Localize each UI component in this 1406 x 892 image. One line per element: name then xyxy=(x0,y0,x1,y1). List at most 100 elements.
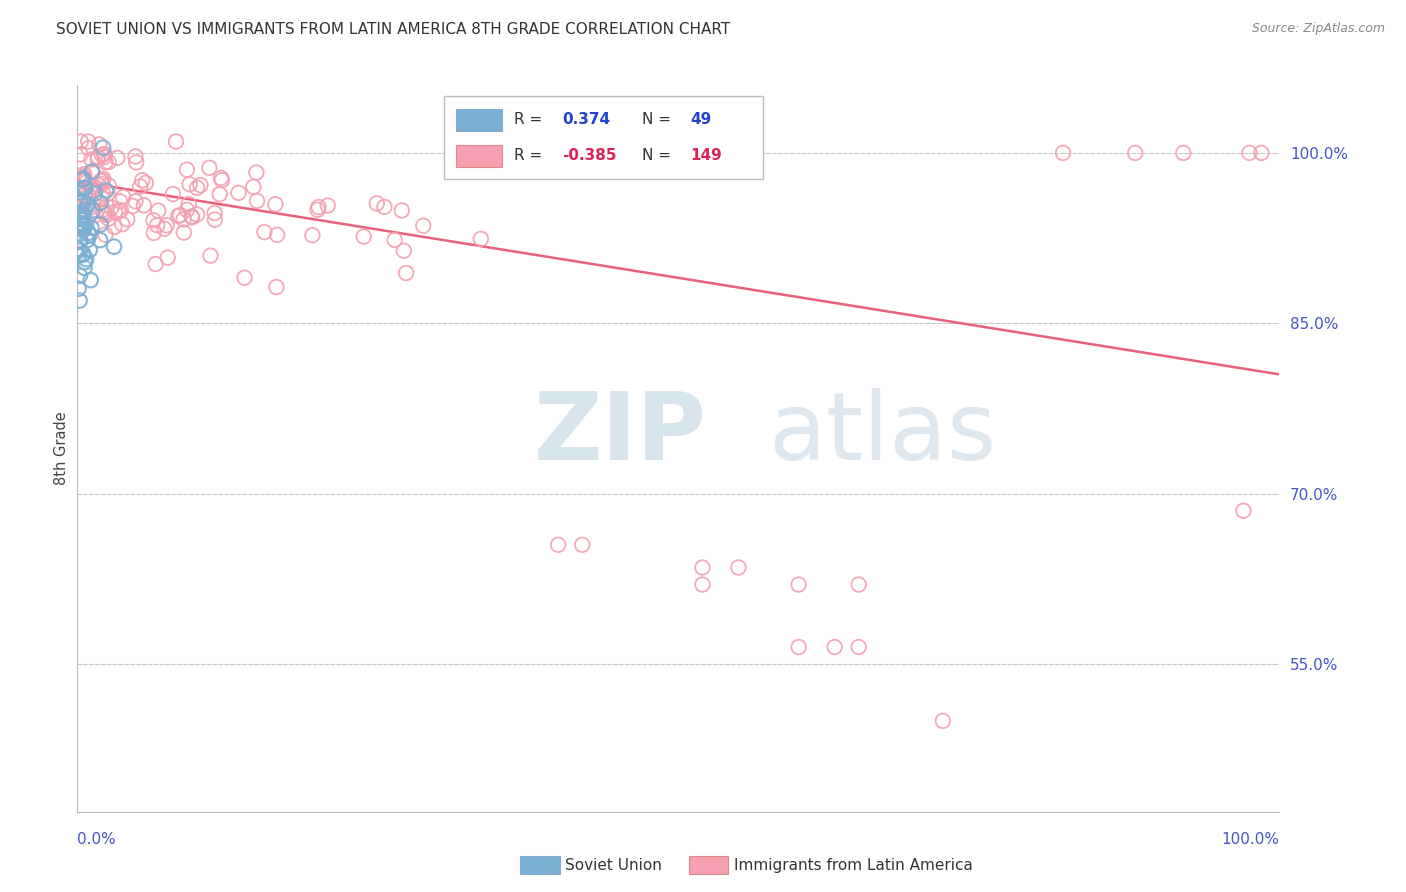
Text: 0.374: 0.374 xyxy=(562,112,610,128)
Point xyxy=(1232,504,1254,518)
Point xyxy=(89,233,111,247)
Point xyxy=(87,178,110,193)
Point xyxy=(179,178,201,192)
Point xyxy=(93,172,115,186)
Point xyxy=(75,252,97,267)
Text: Immigrants from Latin America: Immigrants from Latin America xyxy=(734,858,973,872)
Point xyxy=(89,137,111,152)
FancyBboxPatch shape xyxy=(444,95,762,179)
Point xyxy=(67,199,90,213)
Point xyxy=(117,212,139,227)
Text: -0.385: -0.385 xyxy=(562,148,616,163)
Point xyxy=(266,280,288,294)
Point xyxy=(121,199,143,213)
Point xyxy=(82,165,104,179)
Point xyxy=(86,181,108,195)
Point xyxy=(176,162,198,177)
Point xyxy=(209,170,232,185)
Point xyxy=(727,560,749,574)
Point xyxy=(96,184,118,198)
Point xyxy=(80,220,103,235)
Point xyxy=(1123,145,1146,160)
Point xyxy=(470,232,492,246)
Point xyxy=(395,266,418,280)
Text: Soviet Union: Soviet Union xyxy=(565,858,662,872)
Point xyxy=(70,219,93,233)
Text: SOVIET UNION VS IMMIGRANTS FROM LATIN AMERICA 8TH GRADE CORRELATION CHART: SOVIET UNION VS IMMIGRANTS FROM LATIN AM… xyxy=(56,22,731,37)
Point xyxy=(67,282,90,296)
Point xyxy=(186,181,208,195)
Point xyxy=(90,191,112,205)
Point xyxy=(111,217,134,231)
Point xyxy=(181,211,204,225)
Point xyxy=(145,257,167,271)
Point xyxy=(204,212,226,227)
Point xyxy=(211,173,233,187)
Point xyxy=(69,244,91,258)
Point xyxy=(391,203,413,218)
Point xyxy=(73,171,96,186)
Point xyxy=(97,155,120,169)
Point xyxy=(72,172,94,186)
Point xyxy=(67,249,90,263)
Point xyxy=(228,186,250,200)
Point xyxy=(204,206,226,220)
Text: 49: 49 xyxy=(690,112,711,128)
Point xyxy=(692,560,714,574)
Point xyxy=(79,243,101,257)
Point xyxy=(89,195,111,210)
Point xyxy=(94,208,117,222)
Point xyxy=(153,222,176,236)
Point xyxy=(82,197,104,211)
Point xyxy=(366,196,388,211)
Point xyxy=(69,195,91,210)
Point xyxy=(392,244,415,258)
Point xyxy=(91,173,114,187)
Point xyxy=(80,164,103,178)
Point xyxy=(82,165,104,179)
Point xyxy=(79,190,101,204)
Text: 0.0%: 0.0% xyxy=(77,832,117,847)
Point xyxy=(233,270,256,285)
Point xyxy=(69,293,91,308)
Point xyxy=(83,186,105,201)
Point xyxy=(91,141,114,155)
Point xyxy=(110,203,132,218)
Point xyxy=(75,180,97,194)
Point xyxy=(131,173,153,187)
Point xyxy=(135,176,157,190)
Point xyxy=(242,180,264,194)
Point xyxy=(72,169,94,184)
Point xyxy=(97,178,120,193)
Point xyxy=(1239,145,1261,160)
Point xyxy=(80,153,103,167)
Point xyxy=(77,197,100,211)
Point xyxy=(848,640,870,654)
Point xyxy=(89,218,111,232)
Point xyxy=(301,228,323,243)
Point xyxy=(79,228,101,243)
Point xyxy=(67,169,90,184)
Point xyxy=(72,207,94,221)
Point xyxy=(82,203,104,218)
Text: atlas: atlas xyxy=(769,388,997,480)
Point xyxy=(148,203,170,218)
Point xyxy=(787,577,810,591)
Point xyxy=(108,194,131,209)
Text: Source: ZipAtlas.com: Source: ZipAtlas.com xyxy=(1251,22,1385,36)
Point xyxy=(94,155,117,169)
Point xyxy=(69,147,91,161)
Point xyxy=(76,197,98,211)
Point xyxy=(308,200,330,214)
Point xyxy=(73,191,96,205)
Point xyxy=(77,141,100,155)
Point xyxy=(90,174,112,188)
Point xyxy=(96,186,118,201)
Point xyxy=(253,225,276,239)
Point xyxy=(72,218,94,232)
Text: N =: N = xyxy=(643,112,676,128)
Point xyxy=(94,227,117,242)
Point xyxy=(103,240,125,254)
Point xyxy=(307,202,329,217)
Point xyxy=(73,260,96,275)
